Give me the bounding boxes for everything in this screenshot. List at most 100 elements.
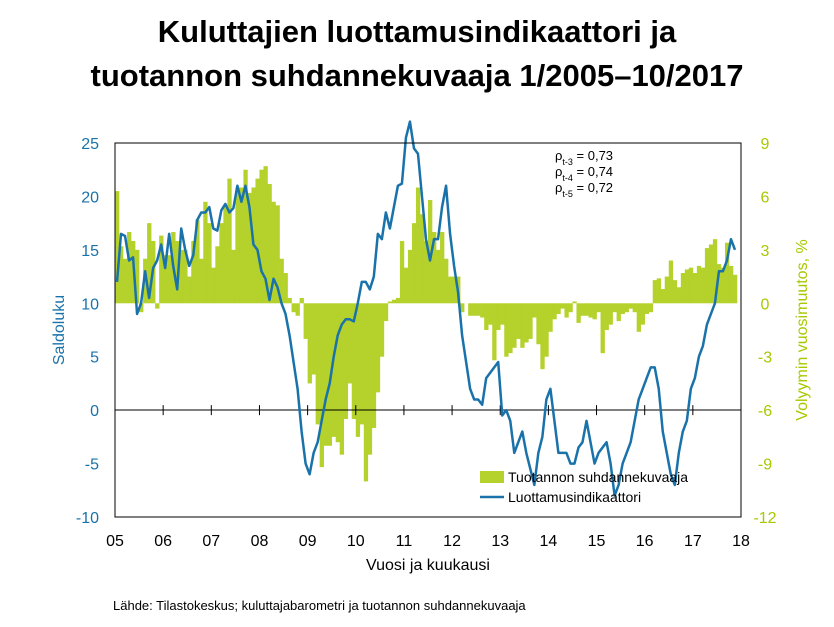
- bar-mark: [419, 214, 425, 304]
- bar-mark: [303, 303, 308, 339]
- bar-mark: [299, 297, 304, 304]
- bar-mark: [704, 248, 710, 304]
- bar-mark: [331, 303, 336, 437]
- bar-mark: [432, 232, 437, 304]
- bar-mark: [399, 240, 405, 304]
- bar-mark: [684, 269, 690, 304]
- y-tick-label-left: -10: [76, 510, 99, 527]
- bar-mark: [211, 267, 216, 304]
- bar-mark: [199, 258, 204, 304]
- bar-mark: [544, 303, 549, 357]
- bar-mark: [247, 192, 252, 304]
- bar-mark: [187, 276, 192, 304]
- bar-mark: [484, 303, 489, 330]
- bar-mark: [656, 278, 662, 304]
- x-tick-label: 10: [347, 533, 365, 550]
- bar-mark: [732, 274, 738, 304]
- y-tick-label-left: 0: [90, 403, 99, 420]
- bar-mark: [275, 205, 280, 304]
- bar-mark: [147, 223, 152, 304]
- bar-mark: [672, 280, 678, 304]
- x-tick-label: 05: [106, 533, 124, 550]
- bar-mark: [319, 303, 324, 468]
- bar-mark: [468, 303, 473, 316]
- bar-mark: [696, 265, 702, 304]
- y-tick-label-right: 6: [761, 189, 770, 206]
- bar-mark: [428, 199, 433, 304]
- bar-mark: [592, 303, 597, 320]
- bar-mark: [215, 246, 220, 304]
- confidence-line: [115, 120, 737, 497]
- bar-mark: [207, 223, 212, 304]
- bars-group: [115, 166, 738, 482]
- bar-mark: [676, 287, 682, 304]
- x-axis-title: Vuosi ja kuukausi: [366, 557, 490, 574]
- bar-mark: [660, 289, 666, 304]
- bar-mark: [548, 303, 553, 332]
- bar-mark: [448, 276, 453, 304]
- x-tick-label: 14: [539, 533, 557, 550]
- bar-mark: [688, 267, 694, 304]
- bar-mark: [223, 205, 228, 304]
- bar-mark: [576, 303, 581, 323]
- bar-mark: [259, 169, 264, 304]
- bar-mark: [411, 223, 417, 304]
- bar-mark: [616, 303, 621, 322]
- bar-mark: [556, 303, 561, 314]
- y-tick-label-left: 15: [81, 243, 99, 260]
- x-tick-label: 12: [443, 533, 461, 550]
- bar-mark: [267, 183, 272, 304]
- y-tick-label-left: 10: [81, 296, 99, 313]
- bar-mark: [379, 303, 385, 357]
- bar-mark: [159, 235, 164, 304]
- x-tick-label: 18: [732, 533, 750, 550]
- bar-mark: [123, 258, 128, 304]
- bar-mark: [640, 303, 645, 325]
- bar-mark: [680, 273, 686, 304]
- bar-mark: [528, 303, 533, 339]
- y-tick-label-left: 5: [90, 350, 99, 367]
- bar-mark: [600, 303, 605, 354]
- bar-mark: [415, 187, 421, 304]
- y-tick-label-right: -6: [758, 403, 772, 420]
- bar-mark: [612, 303, 617, 313]
- bar-mark: [624, 303, 629, 313]
- bar-mark: [343, 303, 349, 420]
- bar-mark: [163, 255, 168, 304]
- bar-mark: [564, 303, 569, 318]
- bar-mark: [652, 280, 658, 304]
- bar-mark: [708, 244, 714, 304]
- bar-mark: [664, 276, 670, 304]
- bar-mark: [536, 303, 541, 345]
- x-tick-label: 09: [299, 533, 317, 550]
- bar-mark: [712, 239, 718, 304]
- y-tick-label-right: -9: [758, 457, 772, 474]
- bar-mark: [239, 187, 244, 304]
- bar-mark: [648, 303, 654, 313]
- y-tick-label-right: -12: [753, 510, 776, 527]
- bar-mark: [263, 166, 268, 304]
- x-tick-label: 11: [396, 533, 413, 550]
- y-tick-label-right: -3: [758, 350, 772, 367]
- y-ticks-right-group: 9 6 3 0 -3 -6 -9 -12: [753, 136, 776, 527]
- bar-mark: [255, 178, 260, 304]
- bar-mark: [476, 303, 481, 316]
- bar-mark: [191, 240, 196, 304]
- bar-mark: [516, 303, 521, 339]
- bar-mark: [139, 303, 144, 313]
- bar-mark: [323, 303, 328, 446]
- bar-mark: [395, 297, 401, 304]
- bar-mark: [335, 303, 341, 443]
- bar-mark: [724, 242, 730, 304]
- bar-mark: [271, 201, 276, 304]
- y-axis-title-left: Saldoluku: [51, 295, 68, 365]
- bar-mark: [203, 201, 208, 304]
- bar-mark: [604, 303, 609, 330]
- bar-mark: [387, 301, 393, 304]
- bar-mark: [480, 303, 485, 318]
- x-tick-label: 15: [588, 533, 606, 550]
- annotation-line: ρt-5 = 0,72: [555, 180, 613, 199]
- x-tick-label: 08: [251, 533, 269, 550]
